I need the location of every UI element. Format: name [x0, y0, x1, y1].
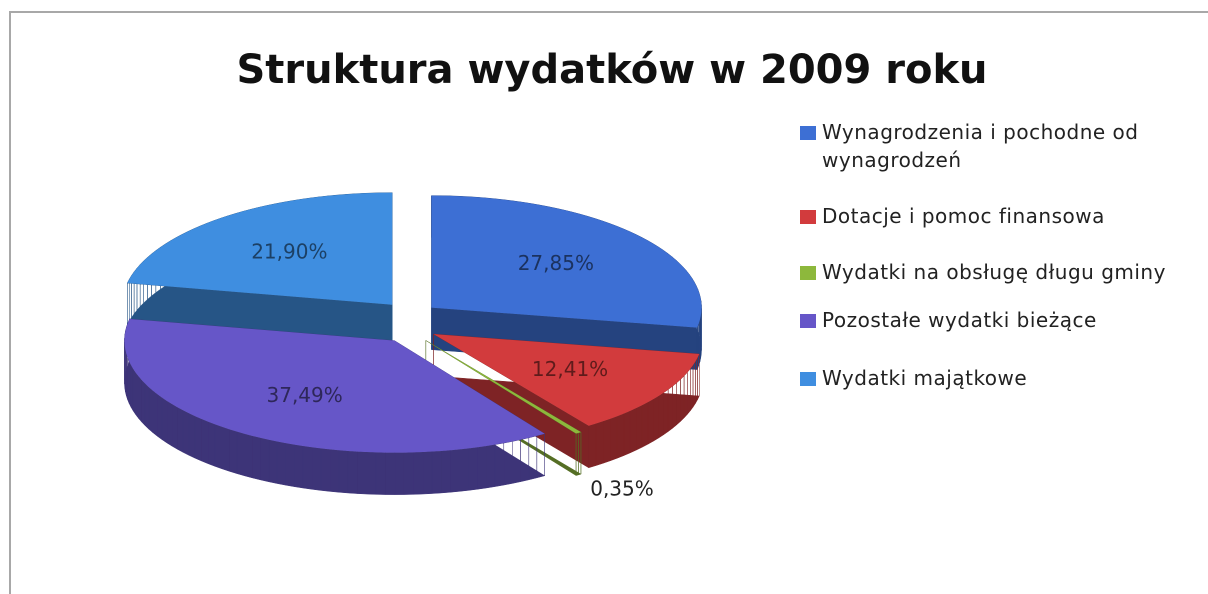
legend-item: Wydatki majątkowe — [796, 364, 1196, 392]
data-label: 0,35% — [590, 477, 654, 501]
data-label: 21,90% — [251, 239, 327, 263]
chart-title: Struktura wydatków w 2009 roku — [236, 47, 987, 93]
legend-label: Pozostałe wydatki bieżące — [822, 308, 1097, 332]
legend-swatch — [800, 210, 816, 224]
data-label: 37,49% — [267, 383, 343, 407]
slice-top — [124, 318, 545, 453]
slice-top — [431, 195, 702, 328]
legend-item: Wydatki na obsługę długu gminy — [796, 258, 1196, 286]
slice — [124, 318, 545, 495]
slice-top — [425, 340, 581, 434]
legend-swatch — [800, 314, 816, 328]
slice — [431, 195, 702, 370]
legend-item: Pozostałe wydatki bieżące — [796, 306, 1196, 334]
slice-top — [127, 192, 393, 305]
legend-item: Wynagrodzenia i pochodne od wynagrodzeń — [796, 118, 1196, 174]
legend-label: Dotacje i pomoc finansowa — [822, 204, 1105, 228]
slice — [425, 340, 582, 476]
legend-swatch — [800, 372, 816, 386]
pie: 27,85% 12,41% 0,35% 37,49% 21,90% — [124, 192, 702, 501]
slice-top — [433, 334, 700, 426]
data-label: 27,85% — [518, 251, 594, 275]
frame — [9, 11, 1208, 594]
legend-label: Wynagrodzenia i pochodne od wynagrodzeń — [822, 120, 1139, 172]
legend-swatch — [800, 266, 816, 280]
legend-item: Dotacje i pomoc finansowa — [796, 202, 1196, 230]
legend-label: Wydatki na obsługę długu gminy — [822, 260, 1166, 284]
legend-swatch — [800, 126, 816, 140]
legend: Wynagrodzenia i pochodne od wynagrodzeń D… — [796, 118, 1196, 392]
slice — [433, 333, 700, 469]
data-label: 12,41% — [532, 357, 608, 381]
legend-label: Wydatki majątkowe — [822, 366, 1028, 390]
slice-side — [425, 340, 582, 476]
